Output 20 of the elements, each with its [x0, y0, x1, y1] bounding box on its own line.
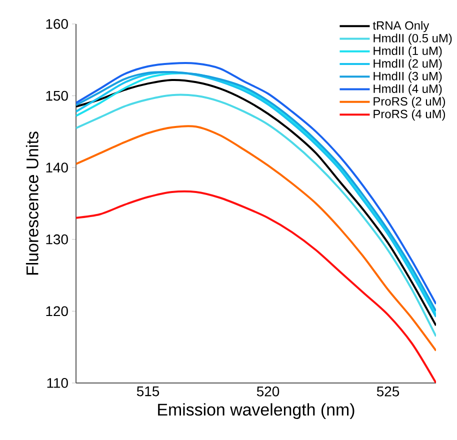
- x-tick-label: 525: [376, 386, 400, 396]
- line-series: [76, 125, 436, 352]
- legend-label: HmdII (3 uM): [374, 72, 442, 83]
- y-tick-label: 130: [46, 234, 68, 244]
- legend-label: HmdII (4 uM): [374, 84, 442, 96]
- x-axis-title: Emission wavelength (nm): [158, 403, 354, 420]
- y-tick-label: 160: [46, 19, 68, 29]
- legend-label: tRNA Only: [372, 20, 430, 32]
- legend-label: HmdII (2 uM): [374, 58, 442, 70]
- x-tick-label: 520: [256, 386, 280, 396]
- legend-label: ProRS (2 uM): [374, 96, 446, 108]
- y-axis-title: Fluorescence Units: [26, 132, 38, 275]
- y-tick-label: 140: [46, 162, 68, 173]
- x-tick-label: 515: [136, 386, 160, 396]
- y-tick-label: 150: [46, 90, 68, 101]
- legend-label: ProRS (4 uM): [374, 109, 446, 121]
- y-tick-label: 110: [47, 378, 68, 388]
- y-tick-label: 120: [46, 306, 68, 316]
- legend-label: HmdII (1 uM): [374, 46, 442, 58]
- legend-label: HmdII (0.5 uM): [374, 34, 452, 45]
